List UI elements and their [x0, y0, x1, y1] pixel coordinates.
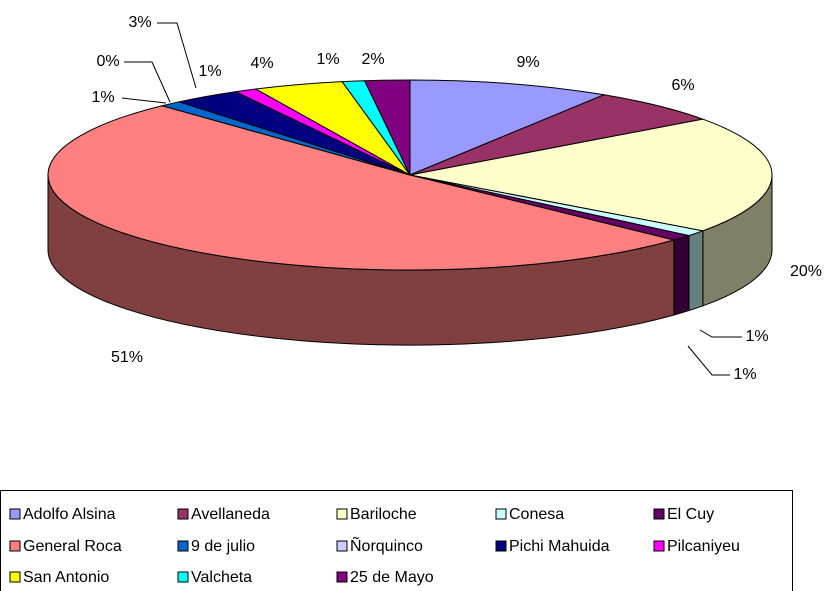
- legend-label: Pichi Mahuida: [509, 538, 610, 555]
- legend-swatch: [9, 571, 21, 583]
- legend-label: 25 de Mayo: [350, 569, 434, 586]
- data-label: 1%: [733, 366, 756, 383]
- legend-label: Conesa: [509, 506, 564, 523]
- legend-swatch: [9, 540, 21, 552]
- legend-swatch: [177, 540, 189, 552]
- legend-label: Adolfo Alsina: [23, 506, 116, 523]
- legend-label: San Antonio: [23, 569, 109, 586]
- data-label: 9%: [516, 54, 539, 71]
- legend-swatch: [336, 571, 348, 583]
- legend-swatch: [177, 508, 189, 520]
- data-label: 2%: [361, 51, 384, 68]
- legend-swatch: [653, 508, 665, 520]
- data-label: 0%: [96, 53, 119, 70]
- leader-line: [124, 61, 171, 103]
- data-label: 1%: [91, 89, 114, 106]
- legend-label: Bariloche: [350, 506, 417, 523]
- data-label: 3%: [128, 14, 151, 31]
- data-label: 51%: [111, 349, 143, 366]
- legend-swatch: [495, 508, 507, 520]
- slice-side: [673, 234, 690, 316]
- slice: [409, 94, 705, 176]
- legend-label: El Cuy: [667, 506, 714, 523]
- slice: [363, 79, 411, 176]
- legend-label: General Roca: [23, 538, 122, 555]
- legend-label: Avellaneda: [191, 506, 270, 523]
- data-label: 1%: [745, 328, 768, 345]
- legend-label: 9 de julio: [191, 538, 255, 555]
- legend-swatch: [495, 540, 507, 552]
- legend-swatch: [653, 540, 665, 552]
- legend-swatch: [336, 508, 348, 520]
- legend-swatch: [336, 540, 348, 552]
- data-label: 4%: [250, 55, 273, 72]
- leader-line: [687, 345, 730, 376]
- slice: [409, 79, 606, 176]
- data-label: 20%: [790, 263, 822, 280]
- slice: [47, 105, 676, 271]
- leader-line: [121, 97, 167, 104]
- legend-label: Pilcaniyeu: [667, 538, 740, 555]
- legend-swatch: [177, 571, 189, 583]
- data-label: 6%: [671, 77, 694, 94]
- data-label: 1%: [198, 63, 221, 80]
- leader-line: [699, 329, 742, 338]
- slice: [409, 118, 773, 232]
- slice-side: [688, 230, 704, 312]
- legend-label: Ñorquinco: [350, 535, 423, 555]
- legend-swatch: [9, 508, 21, 520]
- data-label: 1%: [316, 51, 339, 68]
- leader-line: [157, 22, 197, 89]
- legend-label: Valcheta: [191, 569, 252, 586]
